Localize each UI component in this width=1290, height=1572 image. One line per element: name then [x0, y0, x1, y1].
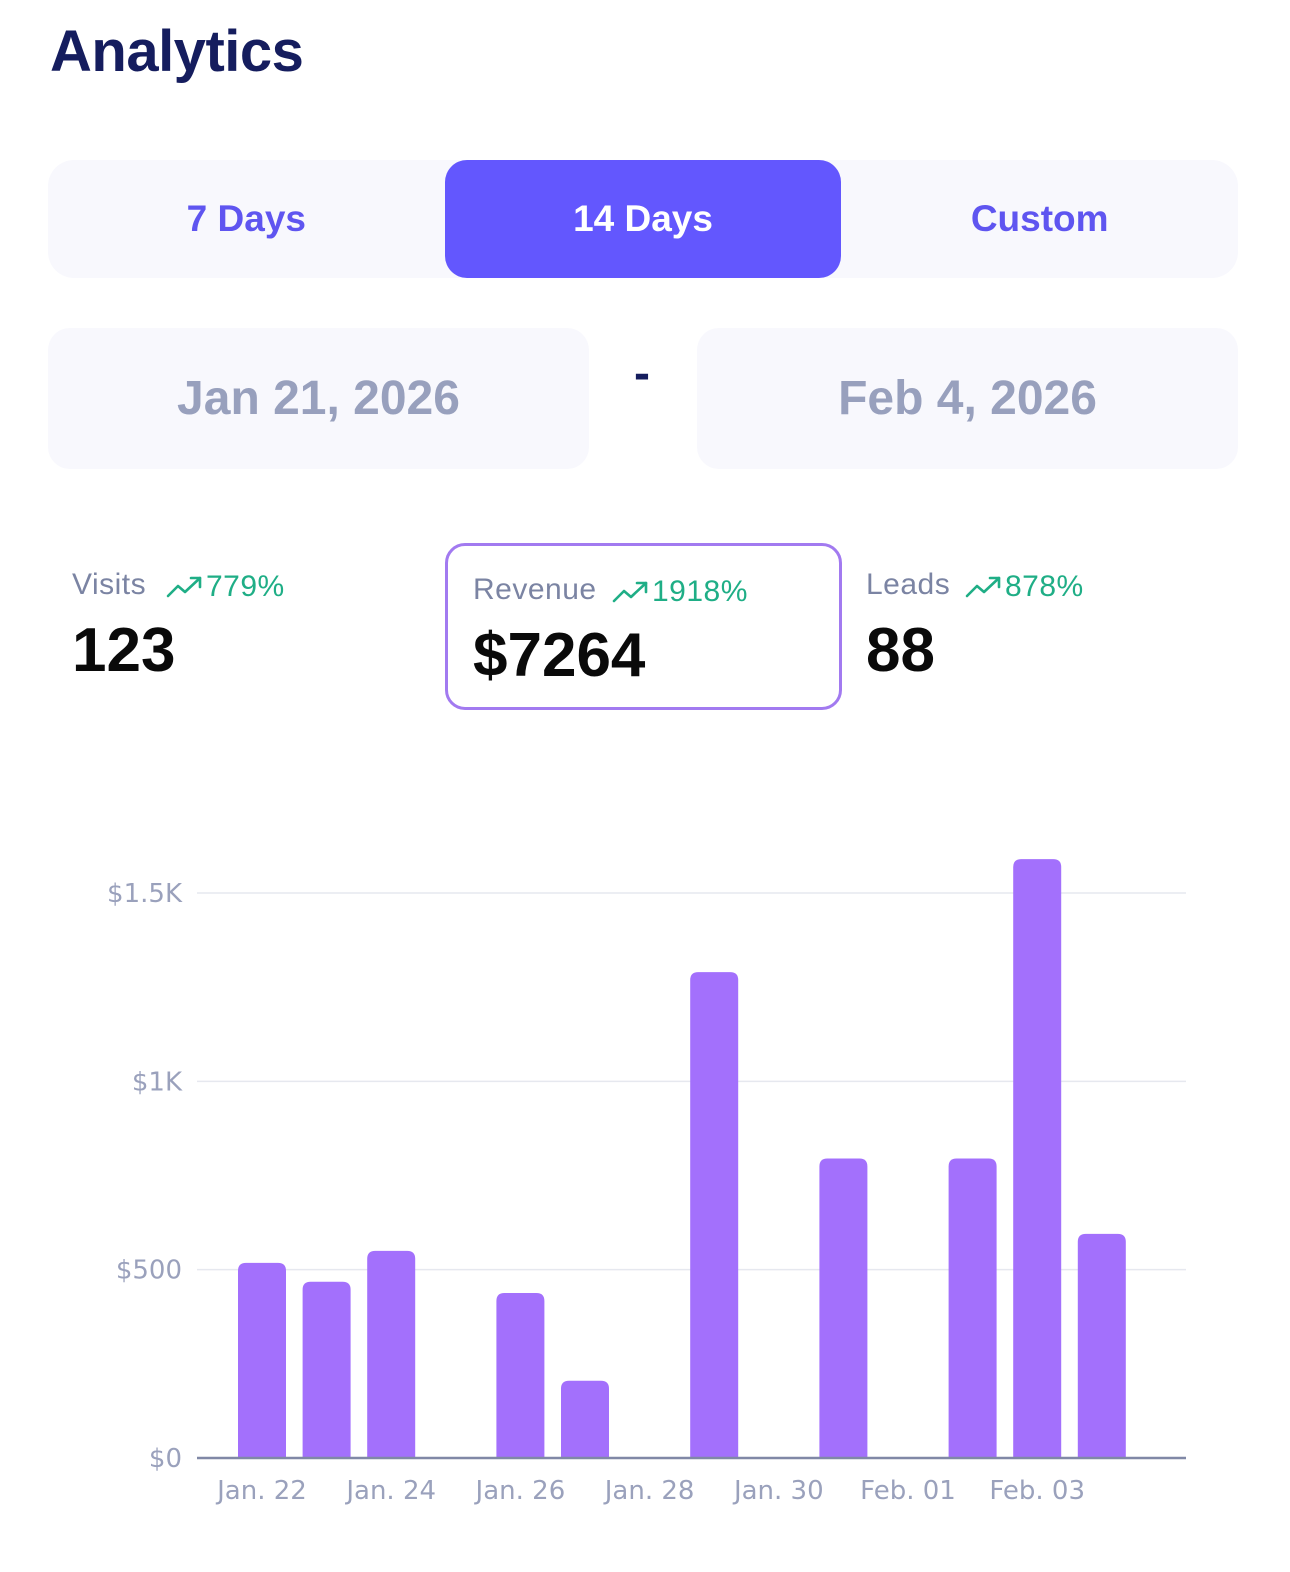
stat-revenue-label: Revenue: [473, 573, 597, 606]
stat-visits-change: 779%: [166, 570, 285, 604]
chart-bar: [496, 1293, 545, 1458]
stat-visits-value: 123: [72, 616, 176, 685]
x-tick-label: Feb. 03: [989, 1476, 1085, 1506]
stat-revenue-value: $7264: [473, 621, 646, 690]
chart-bar: [1077, 1233, 1126, 1458]
stat-leads-value: 88: [866, 616, 935, 685]
stat-leads[interactable]: Leads 878% 88: [845, 545, 1235, 710]
stat-leads-change: 878%: [965, 570, 1084, 604]
y-tick-label: $1K: [132, 1067, 183, 1097]
revenue-bar-chart: $0 $500 $1K $1.5K Jan. 22 Jan. 24 Jan. 26 Jan. …: [0, 820, 1290, 1540]
stat-visits-label: Visits: [72, 568, 147, 601]
x-tick-label: Jan. 26: [474, 1476, 566, 1506]
x-tick-label: Jan. 28: [603, 1476, 695, 1506]
chart-bar: [690, 972, 739, 1458]
end-date-field[interactable]: Feb 4, 2026: [697, 328, 1238, 469]
tab-14-days[interactable]: 14 Days: [444, 160, 842, 278]
y-tick-label: $0: [149, 1444, 182, 1474]
y-tick-label: $1.5K: [107, 879, 183, 909]
stat-visits[interactable]: Visits 779% 123: [48, 545, 438, 710]
chart-bar: [819, 1158, 868, 1458]
stat-revenue-change: 1918%: [612, 575, 748, 609]
chart-bar: [302, 1281, 351, 1458]
tab-7-days[interactable]: 7 Days: [186, 198, 306, 239]
x-tick-label: Jan. 22: [215, 1476, 307, 1506]
x-tick-label: Jan. 30: [732, 1476, 824, 1506]
y-tick-label: $500: [116, 1256, 182, 1286]
tab-custom[interactable]: Custom: [970, 198, 1109, 239]
chart-bar: [948, 1158, 997, 1458]
x-tick-label: Jan. 24: [344, 1476, 436, 1506]
chart-bar: [561, 1380, 609, 1458]
trending-up-icon: [612, 581, 648, 603]
stat-leads-change-value: 878%: [1005, 570, 1084, 603]
page-title: Analytics: [50, 19, 304, 84]
x-tick-label: Feb. 01: [860, 1476, 956, 1506]
revenue-bar-chart-svg: $0 $500 $1K $1.5K Jan. 22 Jan. 24 Jan. 26 Jan. …: [107, 859, 1186, 1506]
trending-up-icon: [166, 576, 202, 598]
chart-bar: [1013, 859, 1062, 1458]
start-date-field[interactable]: Jan 21, 2026: [48, 328, 589, 469]
stat-revenue[interactable]: Revenue 1918% $7264: [445, 543, 842, 710]
date-range-separator: -: [634, 347, 650, 400]
stat-leads-label: Leads: [866, 568, 951, 601]
stat-revenue-change-value: 1918%: [652, 575, 748, 608]
chart-bar: [367, 1250, 416, 1458]
chart-bar: [238, 1262, 286, 1458]
stat-visits-change-value: 779%: [206, 570, 285, 603]
range-segmented-control: 7 Days 14 Days Custom: [48, 160, 1238, 278]
trending-up-icon: [965, 576, 1001, 598]
